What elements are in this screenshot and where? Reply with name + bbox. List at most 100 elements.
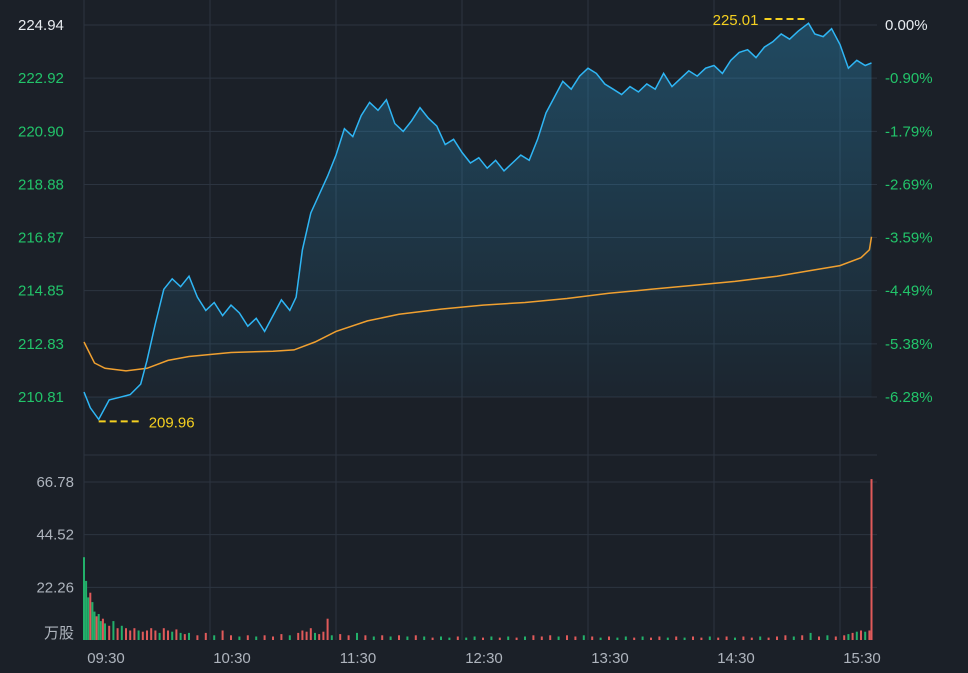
volume-bar	[104, 623, 106, 640]
price-tick-right: 0.00%	[885, 17, 928, 34]
volume-bar	[864, 631, 867, 640]
volume-bar	[641, 636, 644, 640]
price-tick-left: 220.90	[18, 123, 64, 140]
volume-bar	[95, 616, 98, 640]
volume-bar	[129, 630, 132, 640]
volume-bar	[116, 628, 119, 640]
volume-bar	[213, 635, 216, 640]
volume-tick: 66.78	[36, 474, 74, 491]
time-tick: 09:30	[87, 650, 125, 667]
volume-bar	[288, 635, 291, 640]
volume-bar	[742, 636, 745, 640]
price-tick-right: -3.59%	[885, 229, 933, 246]
volume-bar	[150, 628, 153, 640]
volume-bar	[146, 630, 148, 640]
volume-bar	[318, 634, 321, 640]
volume-bar	[175, 629, 178, 640]
volume-bar	[507, 636, 510, 640]
volume-bar	[101, 618, 104, 640]
volume-bar	[339, 634, 342, 640]
price-tick-right: -5.38%	[885, 336, 933, 353]
volume-bar	[196, 635, 199, 640]
volume-bar	[309, 628, 312, 640]
volume-bar	[91, 602, 94, 640]
volume-bar	[465, 637, 468, 640]
volume-bar	[591, 636, 594, 640]
volume-bar	[83, 557, 85, 640]
volume-bar	[93, 611, 96, 640]
volume-bar	[792, 636, 795, 640]
volume-bar	[188, 632, 190, 640]
volume-tick: 44.52	[36, 527, 74, 544]
volume-bar	[99, 621, 102, 640]
price-tick-left: 222.92	[18, 70, 64, 87]
volume-bar	[700, 637, 703, 640]
volume-bar	[301, 630, 304, 640]
volume-bar	[633, 637, 636, 640]
volume-bar	[141, 631, 144, 640]
volume-bar	[784, 635, 787, 640]
axis-labels: 224.94 222.92 220.90 218.88 216.87 214.85 212.…	[18, 17, 933, 667]
volume-bar	[204, 632, 207, 640]
volume-bar	[133, 628, 136, 640]
volume-bar	[326, 618, 329, 640]
volume-bar	[364, 635, 367, 640]
price-area	[84, 23, 872, 420]
volume-bar	[85, 580, 88, 640]
volume-bar	[490, 636, 493, 640]
volume-bar	[658, 636, 661, 640]
volume-bar	[855, 631, 858, 640]
volume-bar	[482, 637, 484, 640]
volume-bar	[717, 637, 720, 640]
time-tick: 10:30	[213, 650, 251, 667]
volume-bar	[158, 632, 161, 640]
volume-bar	[624, 636, 627, 640]
volume-bar	[650, 637, 652, 640]
price-tick-right: -2.69%	[885, 177, 933, 194]
volume-bar	[692, 636, 694, 640]
volume-bar	[97, 614, 100, 640]
volume-bar	[137, 630, 140, 640]
volume-bar	[666, 637, 669, 640]
volume-bar	[314, 632, 316, 640]
volume-bar	[759, 636, 762, 640]
volume-bar	[381, 635, 384, 640]
high-marker-label: 225.01	[713, 12, 759, 29]
price-tick-right: -0.90%	[885, 70, 933, 87]
price-area-fill	[84, 23, 872, 420]
volume-bar	[448, 637, 451, 640]
time-tick: 15:30	[843, 650, 881, 667]
price-tick-left: 214.85	[18, 283, 64, 300]
price-tick-right: -6.28%	[885, 389, 933, 406]
volume-bar	[431, 637, 434, 640]
volume-bar	[870, 479, 873, 640]
volume-bar	[582, 635, 585, 640]
volume-bar	[398, 635, 400, 640]
volume-bar	[255, 636, 258, 640]
volume-bar	[608, 636, 610, 640]
volume-bar	[238, 636, 241, 640]
volume-bar	[851, 632, 854, 640]
volume-bar	[280, 634, 283, 640]
volume-bar	[272, 636, 274, 640]
price-tick-left: 216.87	[18, 229, 64, 246]
low-marker-label: 209.96	[149, 414, 195, 431]
volume-bar	[330, 635, 333, 640]
volume-bar	[868, 630, 871, 640]
volume-bar	[246, 635, 249, 640]
volume-bar	[423, 636, 426, 640]
volume-bar	[297, 632, 300, 640]
price-tick-right: -4.49%	[885, 283, 933, 300]
volume-bar	[549, 635, 552, 640]
volume-bar	[847, 634, 850, 640]
volume-bar	[171, 631, 174, 640]
price-line	[83, 22, 872, 421]
volume-bar	[750, 637, 753, 640]
price-tick-left: 210.81	[18, 389, 64, 406]
volume-bar	[801, 635, 804, 640]
extreme-markers: 225.01 209.96	[98, 12, 809, 431]
volume-bar	[826, 635, 829, 640]
volume-bar	[818, 636, 820, 640]
volume-bar	[834, 636, 837, 640]
